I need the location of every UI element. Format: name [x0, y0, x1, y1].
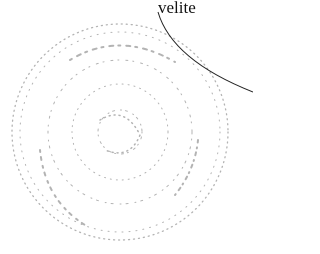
page: velite (() => { const data = JSON.parse(… [0, 0, 320, 254]
background [0, 0, 253, 254]
handwritten-text: velite [158, 0, 196, 17]
stamp-scan: velite [0, 0, 253, 254]
